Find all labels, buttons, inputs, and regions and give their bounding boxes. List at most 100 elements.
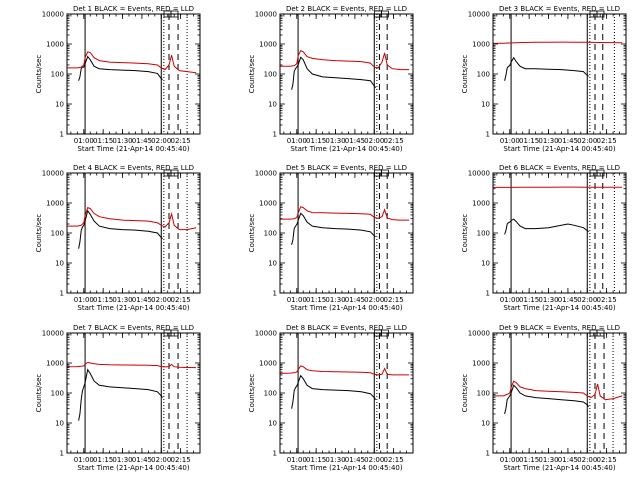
y-tick-label: 10000: [468, 330, 490, 338]
x-tick-label: 01:30: [325, 296, 345, 304]
y-tick-label: 10000: [255, 170, 277, 178]
y-tick-label: 100: [477, 71, 490, 79]
x-tick-label: 01:45: [345, 137, 365, 145]
x-tick-label: 01:00: [287, 296, 307, 304]
x-tick-label: 02:15: [597, 137, 617, 145]
y-tick-label: 1000: [259, 41, 277, 49]
plot-frame: [279, 172, 414, 294]
y-tick-label: 10000: [468, 170, 490, 178]
y-tick-label: 1000: [46, 200, 64, 208]
detector-chart-2: 1 10 100 1000 10000 01:00 01:15 01:30 01:45 02:00…: [248, 5, 414, 153]
plot-frame: [66, 332, 201, 454]
x-tick-label: 01:30: [325, 456, 345, 464]
plot-frame: [279, 332, 414, 454]
y-tick-label: 100: [264, 230, 277, 238]
x-tick-label: 02:15: [384, 137, 404, 145]
events-series: [504, 384, 590, 415]
y-tick-label: 100: [477, 230, 490, 238]
chart-title: Det 5 BLACK = Events, RED = LLD: [286, 164, 407, 172]
x-tick-label: 01:15: [306, 456, 326, 464]
x-tick-label: 01:15: [519, 456, 539, 464]
x-tick-label: 02:15: [171, 296, 191, 304]
x-tick-label: 02:15: [384, 456, 404, 464]
detector-chart-1: 1 10 100 1000 10000 01:00 01:15 01:30 01:45 02:00…: [35, 5, 201, 153]
events-series: [504, 56, 589, 81]
plot-frame: [66, 13, 201, 135]
y-tick-label: 10: [55, 420, 64, 428]
y-axis-label: Counts/sec: [461, 214, 469, 253]
y-axis-label: Counts/sec: [248, 214, 256, 253]
x-tick-label: 01:00: [74, 456, 94, 464]
y-tick-label: 100: [264, 71, 277, 79]
chart-title: Det 3 BLACK = Events, RED = LLD: [499, 5, 620, 13]
detector-chart-6: 1 10 100 1000 10000 01:00 01:15 01:30 01:45 02:00…: [461, 164, 627, 312]
chart-title: Det 4 BLACK = Events, RED = LLD: [73, 164, 194, 172]
x-tick-label: 02:00: [577, 296, 597, 304]
x-tick-label: 02:00: [364, 296, 384, 304]
y-tick-label: 1: [273, 131, 277, 139]
x-tick-label: 02:00: [151, 296, 171, 304]
x-axis-label: Start Time (21-Apr-14 00:45:40): [290, 304, 402, 312]
y-tick-label: 10: [55, 101, 64, 109]
y-tick-label: 10000: [42, 11, 64, 19]
chart-title: Det 7 BLACK = Events, RED = LLD: [73, 324, 194, 332]
x-tick-label: 01:45: [132, 137, 152, 145]
x-axis-label: Start Time (21-Apr-14 00:45:40): [503, 145, 615, 153]
detector-chart-9: 1 10 100 1000 10000 01:00 01:15 01:30 01:45 02:00…: [461, 324, 627, 472]
y-tick-label: 100: [264, 390, 277, 398]
x-axis-label: Start Time (21-Apr-14 00:45:40): [77, 464, 189, 472]
plot-frame: [492, 13, 627, 135]
detector-chart-3: 1 10 100 1000 10000 01:00 01:15 01:30 01:45 02:00…: [461, 5, 627, 153]
y-tick-label: 10: [268, 420, 277, 428]
y-tick-label: 1000: [46, 41, 64, 49]
lld-series: [280, 206, 410, 221]
x-tick-label: 01:15: [93, 296, 113, 304]
x-tick-label: 01:30: [538, 296, 558, 304]
x-tick-label: 01:45: [345, 296, 365, 304]
x-tick-label: 01:00: [500, 137, 520, 145]
plot-frame: [279, 13, 414, 135]
events-series: [291, 56, 377, 90]
y-tick-label: 10000: [255, 11, 277, 19]
x-tick-label: 01:00: [500, 456, 520, 464]
y-tick-label: 1: [60, 290, 64, 298]
y-tick-label: 10000: [468, 11, 490, 19]
y-tick-label: 1000: [46, 360, 64, 368]
y-axis-label: Counts/sec: [35, 214, 43, 253]
x-tick-label: 01:00: [287, 137, 307, 145]
x-tick-label: 01:15: [519, 137, 539, 145]
x-tick-label: 01:45: [132, 456, 152, 464]
x-tick-label: 01:30: [325, 137, 345, 145]
y-axis-label: Counts/sec: [248, 374, 256, 413]
x-tick-label: 01:00: [500, 296, 520, 304]
x-tick-label: 01:00: [74, 137, 94, 145]
y-tick-label: 10: [481, 260, 490, 268]
x-tick-label: 02:15: [597, 296, 617, 304]
events-series: [291, 212, 376, 246]
x-tick-label: 01:30: [538, 456, 558, 464]
chart-title: Det 8 BLACK = Events, RED = LLD: [286, 324, 407, 332]
x-axis-label: Start Time (21-Apr-14 00:45:40): [77, 304, 189, 312]
x-axis-label: Start Time (21-Apr-14 00:45:40): [290, 145, 402, 153]
x-tick-label: 01:30: [538, 137, 558, 145]
events-series: [291, 374, 377, 409]
x-tick-label: 01:30: [112, 456, 132, 464]
y-tick-label: 10: [481, 420, 490, 428]
y-tick-label: 1: [60, 450, 64, 458]
y-tick-label: 10: [268, 101, 277, 109]
x-tick-label: 01:15: [93, 456, 113, 464]
chart-title: Det 1 BLACK = Events, RED = LLD: [73, 5, 194, 13]
y-tick-label: 1: [486, 450, 490, 458]
x-tick-label: 02:00: [151, 456, 171, 464]
y-tick-label: 1: [60, 131, 64, 139]
y-tick-label: 100: [477, 390, 490, 398]
x-tick-label: 01:15: [93, 137, 113, 145]
lld-series: [67, 206, 197, 231]
x-tick-label: 02:00: [577, 137, 597, 145]
y-tick-label: 100: [51, 230, 64, 238]
y-tick-label: 1: [273, 290, 277, 298]
chart-title: Det 2 BLACK = Events, RED = LLD: [286, 5, 407, 13]
y-tick-label: 1: [486, 290, 490, 298]
x-tick-label: 01:00: [74, 296, 94, 304]
